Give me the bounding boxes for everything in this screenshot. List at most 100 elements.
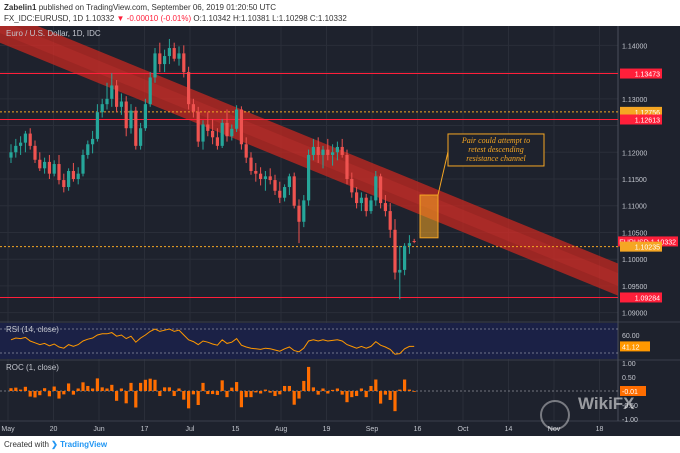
candle-body xyxy=(379,176,383,204)
candle-body xyxy=(244,144,248,158)
rsi-line xyxy=(10,328,415,355)
target-zone-box[interactable] xyxy=(419,194,439,239)
candle-body xyxy=(374,176,378,201)
horizontal-levels xyxy=(0,73,618,298)
candle-body xyxy=(273,180,277,191)
roc-bar xyxy=(292,391,296,405)
candle-body xyxy=(33,145,37,160)
candle-body xyxy=(331,152,335,155)
roc-bar xyxy=(201,382,205,391)
candle-body xyxy=(100,104,104,113)
roc-bar xyxy=(196,391,200,405)
roc-bar xyxy=(230,387,234,391)
roc-tick-label: 1.00 xyxy=(622,361,636,368)
roc-tick-label: 0.50 xyxy=(622,375,636,382)
roc-bar xyxy=(350,391,354,398)
roc-bar xyxy=(19,389,23,391)
roc-bar xyxy=(403,379,407,391)
roc-bar xyxy=(283,385,287,391)
rsi-tick-label: 60.00 xyxy=(622,333,640,340)
callout-text: resistance channel xyxy=(466,154,526,163)
roc-bar xyxy=(187,391,191,409)
candle-body xyxy=(321,149,325,155)
roc-bar xyxy=(33,391,37,398)
roc-bar xyxy=(47,391,51,397)
roc-bar xyxy=(28,391,32,397)
candle-body xyxy=(177,53,181,59)
roc-bar xyxy=(139,382,143,391)
candle-body xyxy=(259,173,263,180)
callout-box xyxy=(447,133,545,167)
candle-body xyxy=(225,122,229,137)
roc-bar xyxy=(158,391,162,397)
roc-bar xyxy=(153,379,157,391)
credit-text: Created with xyxy=(4,440,49,449)
price-level-label: 1.09284 xyxy=(635,295,660,302)
candle-body xyxy=(153,53,157,78)
price-level-label: 1.10235 xyxy=(635,245,660,252)
published-text: published on TradingView.com, September … xyxy=(38,3,277,12)
time-tick-label: 19 xyxy=(323,426,331,433)
roc-bar xyxy=(124,391,128,404)
candle-body xyxy=(249,157,253,171)
roc-bar xyxy=(297,391,301,399)
roc-bar xyxy=(62,391,66,395)
price-tick-label: 1.10500 xyxy=(622,230,647,237)
roc-indicator: 1.00 0.50 -0.50 -1.00 -0.01 xyxy=(0,361,646,424)
candle-body xyxy=(23,133,27,143)
roc-bar xyxy=(81,382,85,391)
time-tick-label: 18 xyxy=(596,426,604,433)
grid-lines xyxy=(0,26,618,421)
roc-bar xyxy=(263,389,267,391)
time-tick-label: 16 xyxy=(414,426,422,433)
price-level-badge xyxy=(620,241,662,252)
price-level-badge xyxy=(620,68,662,79)
candle-body xyxy=(278,190,282,198)
roc-bar xyxy=(167,387,171,391)
price-tick-label: 1.13000 xyxy=(622,97,647,104)
price-level-label: 1.13473 xyxy=(635,72,660,79)
candle-body xyxy=(47,161,51,174)
candle-body xyxy=(95,112,99,139)
callout-text: Pair could attempt to xyxy=(461,136,530,145)
price-axis[interactable]: 1.14000 1.13000 1.12000 1.11500 1.11000 1.105… xyxy=(618,43,678,318)
roc-bar xyxy=(67,383,71,391)
time-tick-label: Jun xyxy=(93,426,104,433)
roc-bar xyxy=(148,378,152,391)
candle-body xyxy=(62,180,66,188)
price-tick-label: 1.09500 xyxy=(622,284,647,291)
price-level-badge xyxy=(618,236,678,247)
roc-bar xyxy=(244,391,248,398)
time-tick-label: 20 xyxy=(50,426,58,433)
tradingview-link[interactable]: TradingView xyxy=(60,440,108,449)
candle-body xyxy=(215,137,219,146)
candle-body xyxy=(369,200,373,212)
time-axis[interactable]: May 20 Jun 17 Jul 15 Aug 19 Sep 16 Oct 14 Nov 18 xyxy=(1,426,603,433)
roc-bar xyxy=(163,387,167,391)
roc-bar xyxy=(211,391,215,395)
roc-bar xyxy=(23,386,27,391)
roc-bar xyxy=(345,391,349,403)
roc-bar xyxy=(326,391,330,394)
roc-bar xyxy=(134,391,138,408)
tradingview-logo-icon: ❯ xyxy=(51,440,58,449)
rsi-value-badge xyxy=(620,341,650,352)
price-tick-label: 1.10000 xyxy=(622,257,647,264)
candle-body xyxy=(9,152,13,158)
price-level-label: 1.12756 xyxy=(635,110,660,117)
roc-bar xyxy=(105,388,109,391)
candle-body xyxy=(134,110,138,146)
candle-body xyxy=(43,161,47,169)
roc-bar xyxy=(259,391,263,394)
candle-body xyxy=(220,122,224,146)
callout-text: retest descending xyxy=(468,145,523,154)
candle-body xyxy=(19,142,23,146)
roc-bar xyxy=(311,387,315,391)
publisher-name[interactable]: Zabelin1 xyxy=(4,3,37,12)
roc-bar xyxy=(91,388,95,391)
ohlc-values: O:1.10342 H:1.10381 L:1.10298 C:1.10332 xyxy=(193,14,347,23)
candle-body xyxy=(364,197,368,212)
roc-bar xyxy=(355,391,359,397)
